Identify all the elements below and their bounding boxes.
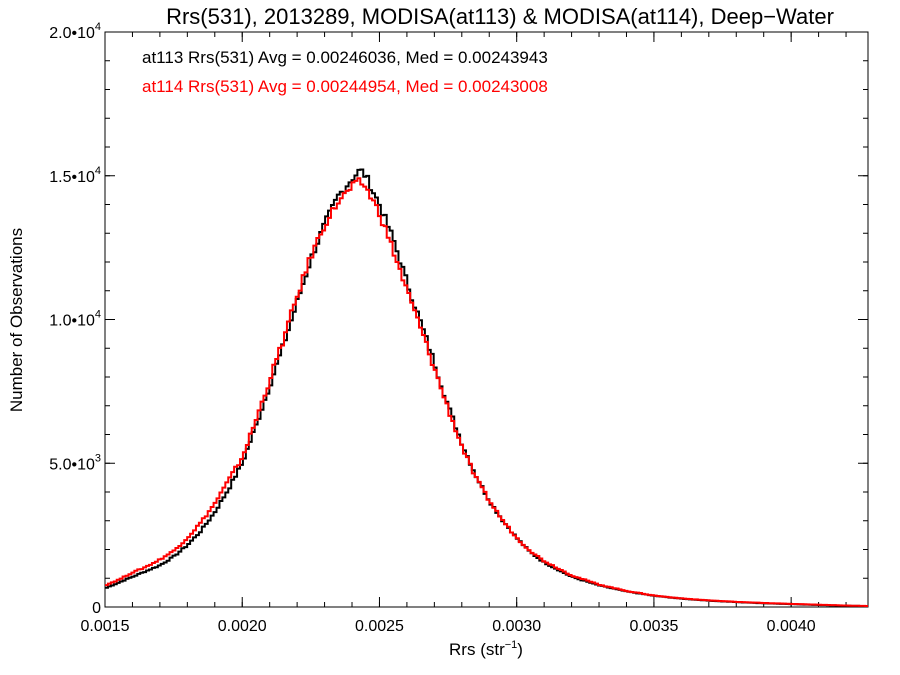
y-tick-exponent: 4 [95,21,101,33]
series-at113-line [105,168,868,608]
y-tick-base: 1.5•10 [49,169,95,186]
x-axis-label-text: Rrs (str [449,640,505,659]
plot-frame [104,31,869,608]
x-axis-label-close: ) [517,640,523,659]
y-tick-base: 2.0•10 [49,25,95,42]
y-tick-label: 0 [92,600,101,617]
y-tick-label: 1.0•104 [49,309,101,330]
x-tick-label: 0.0035 [629,618,678,635]
x-tick-label: 0.0040 [767,618,816,635]
y-tick-exponent: 4 [95,165,101,177]
x-tick-label: 0.0025 [355,618,404,635]
x-tick-label: 0.0020 [218,618,267,635]
legend-at113: at113 Rrs(531) Avg = 0.00246036, Med = 0… [142,48,548,67]
x-axis-ticks: 0.0015 0.0020 0.0025 0.0030 0.0035 0.0040 [81,32,847,635]
y-tick-label: 2.0•104 [49,21,101,42]
y-tick-base: 1.0•10 [49,313,95,330]
x-axis-label: Rrs (str−1) [449,639,523,659]
y-tick-label: 1.5•104 [49,165,101,186]
y-tick-label: 5.0•103 [49,452,101,473]
series-at114-line [105,177,868,607]
y-axis-label: Number of Observations [7,228,26,412]
chart-title: Rrs(531), 2013289, MODISA(at113) & MODIS… [166,4,834,29]
legend-at114: at114 Rrs(531) Avg = 0.00244954, Med = 0… [142,77,548,96]
x-axis-label-superscript: −1 [505,639,518,651]
x-tick-label: 0.0030 [492,618,541,635]
y-tick-base: 5.0•10 [49,456,95,473]
y-tick-exponent: 3 [95,452,101,464]
x-tick-label: 0.0015 [81,618,130,635]
series-layer [105,168,868,608]
y-tick-base: 0 [92,600,101,617]
y-tick-exponent: 4 [95,309,101,321]
